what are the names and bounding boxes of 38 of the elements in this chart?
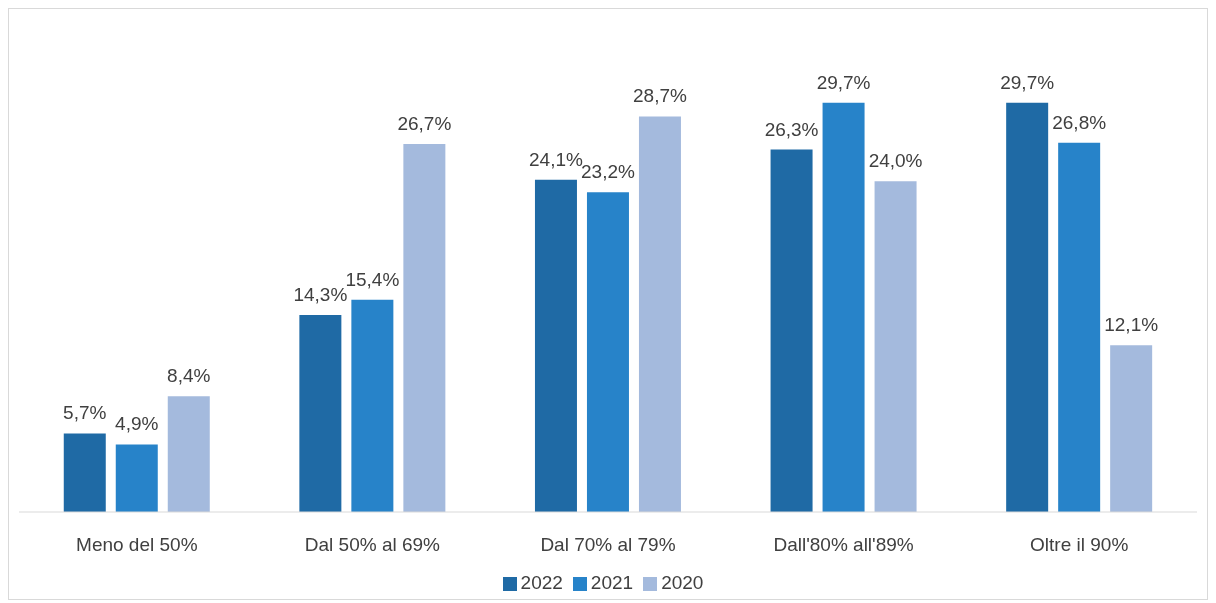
x-tick-label: Dal 70% al 79% <box>540 534 676 556</box>
bar <box>586 192 629 512</box>
data-label: 26,7% <box>397 113 452 135</box>
x-tick-label: Dall'80% all'89% <box>773 534 914 556</box>
bar <box>63 433 106 512</box>
data-label: 15,4% <box>345 268 400 290</box>
bar <box>299 314 342 512</box>
bar <box>822 102 865 512</box>
data-label: 28,7% <box>633 85 688 107</box>
data-label: 24,1% <box>529 148 584 170</box>
legend-label: 2021 <box>590 572 634 593</box>
data-label: 26,3% <box>764 118 819 140</box>
bar <box>1110 345 1153 512</box>
bar <box>115 444 158 512</box>
data-label: 8,4% <box>167 365 211 387</box>
x-tick-label: Meno del 50% <box>76 534 198 556</box>
data-label: 24,0% <box>868 150 923 172</box>
legend-label: 2020 <box>661 572 704 593</box>
data-label: 29,7% <box>1000 71 1055 93</box>
bar <box>638 116 681 512</box>
data-label: 4,9% <box>115 413 159 435</box>
x-tick-label: Dal 50% al 69% <box>304 534 441 556</box>
bar <box>351 299 394 512</box>
bar <box>1058 142 1101 512</box>
bar <box>403 144 446 512</box>
bar <box>770 149 813 512</box>
data-label: 23,2% <box>581 161 636 183</box>
bar <box>167 396 210 512</box>
bar <box>534 179 577 512</box>
legend-label: 2022 <box>520 572 563 593</box>
data-label: 5,7% <box>63 402 107 424</box>
data-label: 14,3% <box>293 283 348 305</box>
x-tick-label: Oltre il 90% <box>1030 534 1129 556</box>
bar <box>874 181 917 512</box>
data-label: 12,1% <box>1104 314 1159 336</box>
data-label: 29,7% <box>816 71 871 93</box>
data-label: 26,8% <box>1052 111 1107 133</box>
bar <box>1006 102 1049 512</box>
